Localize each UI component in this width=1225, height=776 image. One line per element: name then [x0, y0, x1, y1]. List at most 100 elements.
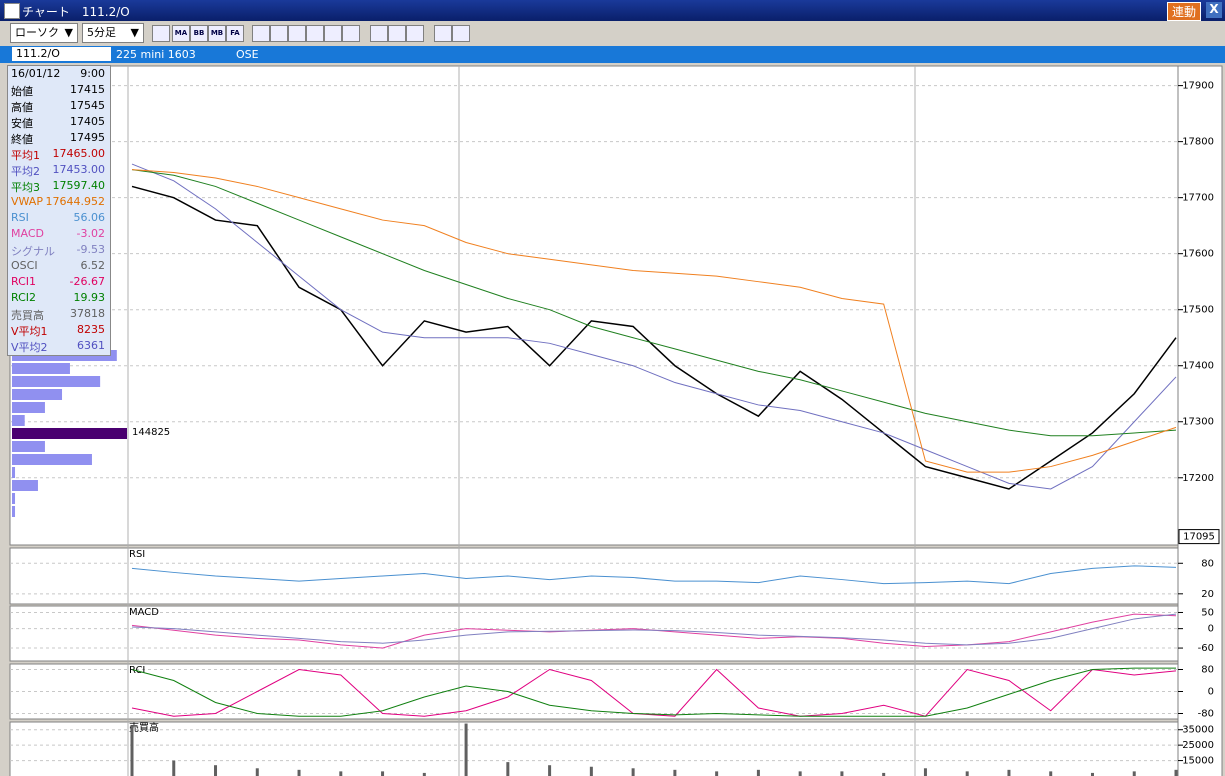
- y-tick-label: 17500: [1182, 305, 1214, 316]
- title-bar: チャート 111.2/O 連動 X: [0, 0, 1225, 21]
- info-text: RCI2: [11, 291, 37, 304]
- series-line: [131, 169, 1177, 473]
- info-text: 始値: [11, 85, 33, 98]
- info-panel: 16/01/12 9:00 始値 17415 高値 17545 安値 17405 終値 1749…: [7, 65, 111, 356]
- y-tick-label: 17200: [1182, 473, 1214, 484]
- tool-icon[interactable]: [252, 25, 270, 42]
- macd-panel: [9, 605, 1179, 662]
- info-row: V平均1 8235: [11, 323, 107, 339]
- info-text: 56.06: [73, 211, 106, 224]
- code[interactable]: 111.2/O: [12, 47, 111, 61]
- volume-bar: [756, 769, 760, 776]
- y-tick-label: 0: [1208, 624, 1214, 635]
- y-tick-label: 15000: [1182, 756, 1214, 767]
- volume-bar: [339, 771, 343, 776]
- y-tick-label: 25000: [1182, 740, 1214, 751]
- volume-bar: [172, 760, 176, 776]
- info-row: 終値 17495: [11, 131, 107, 147]
- tool-icon[interactable]: BB: [190, 25, 208, 42]
- info-row: 平均1 17465.00: [11, 147, 107, 163]
- profile-bar: [12, 454, 92, 465]
- info-text: 売買高: [11, 309, 44, 322]
- axis-column: [1177, 65, 1223, 776]
- info-text: 高値: [11, 101, 33, 114]
- y-tick-label: 20: [1201, 589, 1214, 600]
- info-row: 高値 17545: [11, 99, 107, 115]
- y-tick-label: 17400: [1182, 361, 1214, 372]
- volume-bar: [506, 762, 510, 776]
- volume-bar: [840, 771, 844, 776]
- info-row: VWAP 17644.952: [11, 195, 107, 211]
- info-row: OSCI 6.52: [11, 259, 107, 275]
- profile-bar: [12, 428, 127, 439]
- info-text: 安値: [11, 117, 33, 130]
- info-text: 37818: [70, 307, 105, 320]
- select-text: 5分足: [87, 26, 116, 39]
- volume-bar: [1174, 769, 1178, 776]
- chart-style-select[interactable]: ローソク ▼: [10, 23, 78, 43]
- info-row: MACD -3.02: [11, 227, 107, 243]
- tool-icon[interactable]: [288, 25, 306, 42]
- tool-icon[interactable]: [152, 25, 170, 42]
- info-row: 始値 17415: [11, 83, 107, 99]
- profile-bar: [12, 415, 25, 426]
- y-tick-label: 17700: [1182, 193, 1214, 204]
- info-text: 17597.40: [52, 179, 106, 192]
- info-text: 平均3: [11, 181, 40, 194]
- info-text: 19.93: [73, 291, 106, 304]
- volume-bar: [1049, 771, 1053, 776]
- current-price: 17095: [1183, 532, 1215, 543]
- info-text: -26.67: [69, 275, 105, 288]
- info-text: RCI1: [11, 275, 37, 288]
- info-row: 安値 17405: [11, 115, 107, 131]
- tool-icon[interactable]: MA: [172, 25, 190, 42]
- profile-bar: [12, 467, 16, 478]
- tool-icon[interactable]: [324, 25, 342, 42]
- volume-bar: [673, 769, 677, 776]
- date: 16/01/12: [11, 67, 61, 80]
- tool-icon[interactable]: [452, 25, 470, 42]
- profile-bar: [12, 441, 45, 452]
- tool-icon[interactable]: [406, 25, 424, 42]
- profile-bar: [12, 493, 16, 504]
- info-row: RSI 56.06: [11, 211, 107, 227]
- tool-icon[interactable]: [370, 25, 388, 42]
- volume-bar: [589, 766, 593, 776]
- link-button[interactable]: 連動: [1166, 2, 1201, 21]
- info-text: 終値: [11, 133, 33, 146]
- instrument: 225 mini 1603: [116, 48, 196, 61]
- info-text: 平均1: [11, 149, 40, 162]
- tool-icon[interactable]: FA: [226, 25, 244, 42]
- volume-bar: [381, 771, 385, 776]
- y-tick-label: 17900: [1182, 81, 1214, 92]
- info-text: 17415: [70, 83, 105, 96]
- y-tick-label: 0: [1208, 687, 1214, 698]
- tool-icon[interactable]: [270, 25, 288, 42]
- info-text: VWAP: [11, 195, 43, 208]
- info-text: 17644.952: [45, 195, 106, 208]
- info-row: RCI2 19.93: [11, 291, 107, 307]
- profile-bar: [12, 506, 16, 517]
- volume-bar: [548, 765, 552, 776]
- y-tick-label: 50: [1201, 607, 1214, 618]
- volume-panel: [9, 721, 1179, 776]
- volume-bar: [422, 772, 426, 776]
- close-button[interactable]: X: [1206, 2, 1222, 18]
- info-text: V平均2: [11, 341, 48, 354]
- tool-icon[interactable]: [342, 25, 360, 42]
- info-row: V平均2 6361: [11, 339, 107, 355]
- price-panel: [9, 65, 1179, 546]
- series-line: [131, 668, 1177, 717]
- volume-bar: [297, 769, 301, 776]
- tool-icon[interactable]: [388, 25, 406, 42]
- volume-bar: [965, 771, 969, 776]
- tool-icon[interactable]: [306, 25, 324, 42]
- info-text: 6.52: [80, 259, 106, 272]
- y-tick-label: 17600: [1182, 249, 1214, 260]
- volume-bar: [715, 771, 719, 776]
- interval-select[interactable]: 5分足 ▼: [82, 23, 144, 43]
- tool-icon[interactable]: MB: [208, 25, 226, 42]
- tool-icon[interactable]: [434, 25, 452, 42]
- exchange: OSE: [236, 48, 259, 61]
